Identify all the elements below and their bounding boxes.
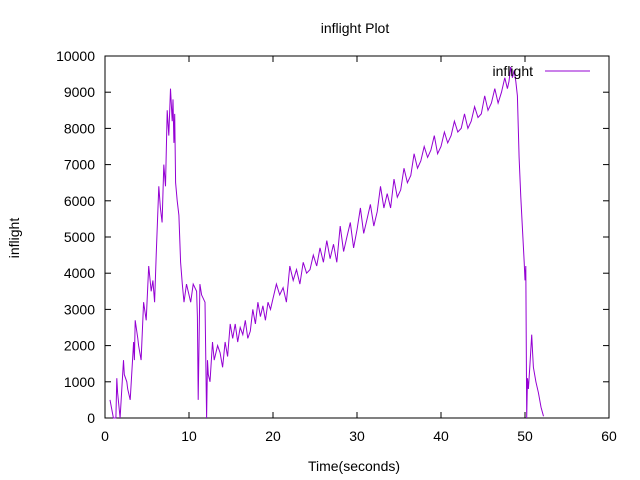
y-tick-label: 1000 — [64, 374, 95, 390]
series-line-inflight — [109, 66, 544, 419]
y-tick-label: 3000 — [64, 301, 95, 317]
x-axis: 0 10 20 30 40 50 60 — [101, 56, 617, 444]
x-tick-label: 10 — [181, 428, 197, 444]
x-tick-label: 60 — [601, 428, 617, 444]
chart-title: inflight Plot — [321, 20, 390, 36]
y-tick-label: 5000 — [64, 229, 95, 245]
legend: inflight — [493, 63, 590, 79]
y-tick-label: 10000 — [56, 48, 95, 64]
y-tick-label: 2000 — [64, 338, 95, 354]
y-tick-label: 7000 — [64, 157, 95, 173]
legend-label-inflight: inflight — [493, 63, 534, 79]
y-axis-title: inflight — [6, 218, 22, 259]
series-group — [109, 66, 544, 419]
y-tick-label: 0 — [87, 410, 95, 426]
x-tick-label: 40 — [433, 428, 449, 444]
x-tick-label: 20 — [265, 428, 281, 444]
y-tick-label: 4000 — [64, 265, 95, 281]
y-tick-label: 9000 — [64, 84, 95, 100]
x-tick-label: 0 — [101, 428, 109, 444]
y-tick-label: 6000 — [64, 193, 95, 209]
y-axis: 0 1000 2000 3000 4000 5000 6000 7000 8000 9000 100… — [56, 48, 609, 426]
x-tick-label: 50 — [517, 428, 533, 444]
x-tick-label: 30 — [349, 428, 365, 444]
y-tick-label: 8000 — [64, 120, 95, 136]
x-axis-title: Time(seconds) — [308, 458, 400, 474]
